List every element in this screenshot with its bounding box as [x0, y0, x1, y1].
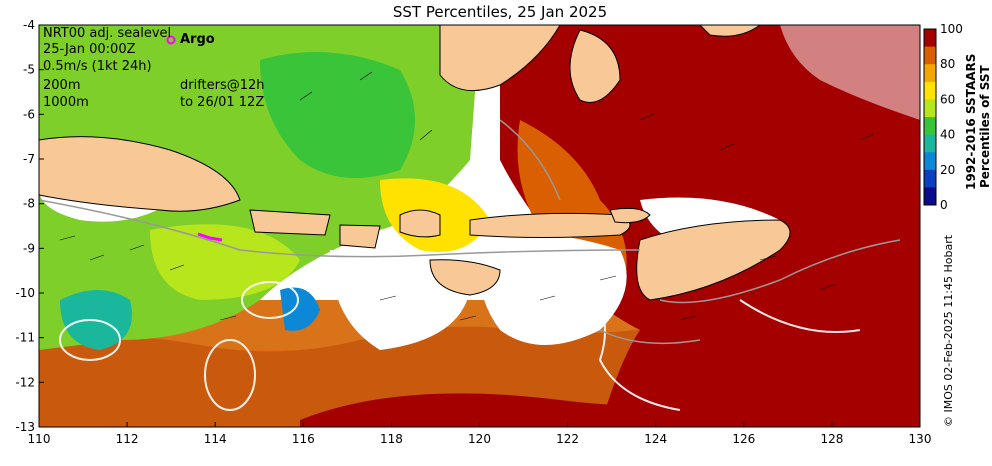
y-tick-label: -7	[23, 152, 35, 166]
y-tick-label: -4	[23, 18, 35, 32]
colorbar-segment	[924, 29, 936, 48]
colorbar-title-line1: 1992-2016 SSTAARS	[964, 53, 978, 190]
y-tick-label: -10	[15, 286, 35, 300]
legend-line-4: 200m	[43, 78, 81, 93]
x-tick-label: 118	[380, 432, 403, 446]
x-tick-label: 126	[732, 432, 755, 446]
y-tick-label: -5	[23, 63, 35, 77]
x-tick-label: 128	[820, 432, 843, 446]
x-tick-label: 120	[468, 432, 491, 446]
y-tick-label: -9	[23, 241, 35, 255]
drifter-track	[197, 232, 223, 242]
x-tick-label: 124	[644, 432, 667, 446]
colorbar-frame	[923, 28, 937, 206]
colorbar-segment	[924, 99, 936, 118]
colorbar-tick-label: 100	[940, 22, 963, 36]
colorbar-segment	[924, 187, 936, 206]
colorbar-tick-label: 60	[940, 92, 955, 106]
colorbar-tick-label: 80	[940, 57, 955, 71]
y-tick-label: -8	[23, 197, 35, 211]
drifter-line-1: drifters@12h	[180, 78, 265, 93]
colorbar-title-line2: Percentiles of SST	[978, 65, 992, 188]
colorbar-segment	[924, 169, 936, 188]
legend-line-1: NRT00 adj. sealevel	[43, 26, 172, 41]
x-tick-label: 112	[116, 432, 139, 446]
x-tick-label: 122	[556, 432, 579, 446]
legend-line-3: 0.5m/s (1kt 24h)	[43, 59, 152, 74]
colorbar-tick-label: 40	[940, 128, 955, 142]
x-tick-label: 110	[28, 432, 51, 446]
colorbar-segment	[924, 64, 936, 83]
map-title: SST Percentiles, 25 Jan 2025	[392, 3, 608, 21]
y-tick-label: -6	[23, 107, 35, 121]
land-masses	[39, 25, 791, 301]
colorbar	[923, 28, 937, 206]
argo-marker-icon	[166, 35, 176, 45]
colorbar-segment	[924, 81, 936, 100]
x-tick-label: 114	[204, 432, 227, 446]
credit-text: © IMOS 02-Feb-2025 11:45 Hobart	[942, 234, 955, 427]
y-tick-label: -12	[15, 375, 35, 389]
current-vectors	[59, 71, 875, 321]
sea-level-contours	[59, 259, 861, 411]
colorbar-segment	[924, 117, 936, 136]
legend-line-2: 25-Jan 00:00Z	[43, 42, 136, 57]
colorbar-segment	[924, 46, 936, 65]
argo-label: Argo	[180, 32, 215, 47]
colorbar-segment	[924, 152, 936, 171]
legend-line-5: 1000m	[43, 95, 89, 110]
colorbar-segment	[924, 134, 936, 153]
drifter-line-2: to 26/01 12Z	[180, 95, 265, 110]
x-tick-label: 130	[909, 432, 932, 446]
x-tick-label: 116	[292, 432, 315, 446]
bathymetry-contours	[39, 119, 901, 345]
colorbar-tick-label: 0	[940, 198, 948, 212]
colorbar-tick-label: 20	[940, 163, 955, 177]
y-tick-label: -11	[15, 331, 35, 345]
y-tick-label: -13	[15, 420, 35, 434]
